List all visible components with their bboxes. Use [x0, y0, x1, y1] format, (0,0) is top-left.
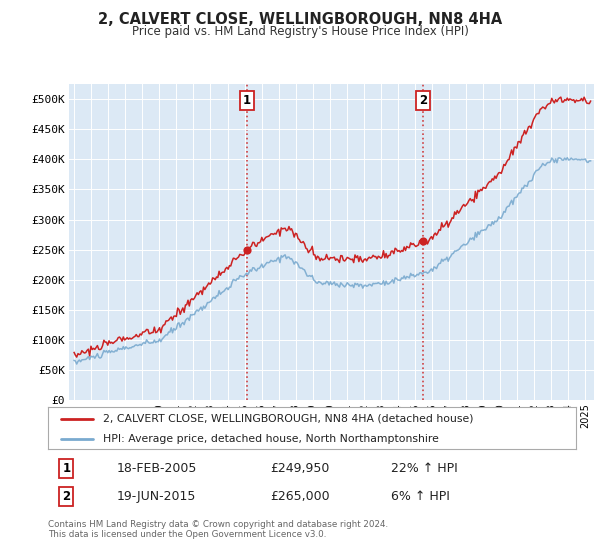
Text: 18-FEB-2005: 18-FEB-2005 — [116, 461, 197, 475]
Text: Contains HM Land Registry data © Crown copyright and database right 2024.
This d: Contains HM Land Registry data © Crown c… — [48, 520, 388, 539]
Text: Price paid vs. HM Land Registry's House Price Index (HPI): Price paid vs. HM Land Registry's House … — [131, 25, 469, 38]
Text: 2, CALVERT CLOSE, WELLINGBOROUGH, NN8 4HA (detached house): 2, CALVERT CLOSE, WELLINGBOROUGH, NN8 4H… — [103, 414, 474, 424]
Text: 19-JUN-2015: 19-JUN-2015 — [116, 489, 196, 503]
Text: 22% ↑ HPI: 22% ↑ HPI — [391, 461, 458, 475]
Point — [418, 236, 428, 245]
Text: 2, CALVERT CLOSE, WELLINGBOROUGH, NN8 4HA: 2, CALVERT CLOSE, WELLINGBOROUGH, NN8 4H… — [98, 12, 502, 27]
Text: 2: 2 — [419, 94, 427, 107]
Text: 6% ↑ HPI: 6% ↑ HPI — [391, 489, 450, 503]
Text: 1: 1 — [242, 94, 251, 107]
Text: HPI: Average price, detached house, North Northamptonshire: HPI: Average price, detached house, Nort… — [103, 433, 439, 444]
Text: 2: 2 — [62, 489, 71, 503]
Text: 1: 1 — [62, 461, 71, 475]
Text: £265,000: £265,000 — [270, 489, 329, 503]
Text: £249,950: £249,950 — [270, 461, 329, 475]
Point — [242, 245, 251, 254]
